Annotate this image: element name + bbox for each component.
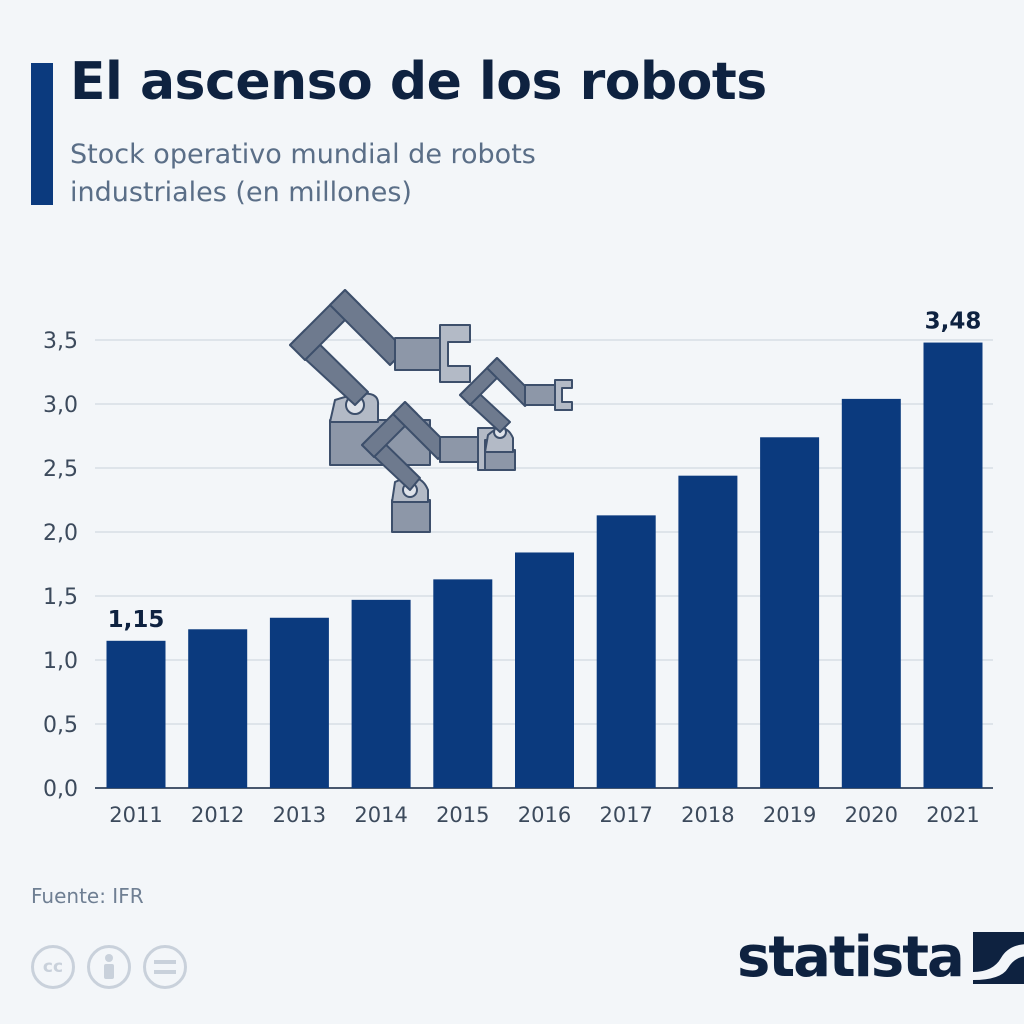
license-icons: cc <box>31 945 187 989</box>
y-tick-label: 3,5 <box>43 329 78 354</box>
data-labels: 1,15 3,48 <box>108 309 982 633</box>
x-tick-label: 2012 <box>191 803 244 827</box>
statista-brand[interactable]: statista <box>737 930 1024 986</box>
robot-arms-illustration-icon <box>289 289 573 533</box>
chart-title: El ascenso de los robots <box>70 52 767 112</box>
x-tick-label: 2021 <box>926 803 979 827</box>
bar-2021 <box>923 342 983 788</box>
bar-2014 <box>351 599 411 788</box>
y-tick-label: 2,0 <box>43 521 78 546</box>
y-tick-label: 1,0 <box>43 649 78 674</box>
attribution-icon[interactable] <box>87 945 131 989</box>
bar-2020 <box>841 398 901 788</box>
x-tick-label: 2019 <box>763 803 816 827</box>
chart-subtitle: Stock operativo mundial de robots indust… <box>70 139 536 208</box>
bar-2011 <box>106 640 166 788</box>
bar-2018 <box>678 475 738 788</box>
x-tick-label: 2015 <box>436 803 489 827</box>
y-tick-label: 0,5 <box>43 713 78 738</box>
x-axis-labels: 2011 2012 2013 2014 2015 2016 2017 2018 2019 2020… <box>109 803 979 827</box>
statista-logo-icon <box>972 932 1024 984</box>
source-note: Fuente: IFR <box>31 884 144 908</box>
x-tick-label: 2017 <box>599 803 652 827</box>
x-tick-label: 2013 <box>273 803 326 827</box>
brand-name: statista <box>737 925 965 990</box>
data-label: 1,15 <box>108 607 165 633</box>
data-label: 3,48 <box>925 309 982 335</box>
y-tick-label: 2,5 <box>43 457 78 482</box>
bar-2016 <box>515 552 574 788</box>
y-tick-label: 1,5 <box>43 585 78 610</box>
x-tick-label: 2020 <box>845 803 898 827</box>
bar-2017 <box>596 515 656 788</box>
bars <box>106 342 983 788</box>
no-derivatives-icon[interactable] <box>143 945 187 989</box>
bar-2015 <box>433 579 493 788</box>
cc-icon[interactable]: cc <box>31 945 75 989</box>
bar-2019 <box>760 437 820 788</box>
x-tick-label: 2011 <box>109 803 162 827</box>
y-tick-label: 3,0 <box>43 393 78 418</box>
x-tick-label: 2014 <box>354 803 407 827</box>
title-accent-bar <box>31 63 53 205</box>
x-tick-label: 2018 <box>681 803 734 827</box>
y-axis-ticks: 0,0 0,5 1,0 1,5 2,0 2,5 3,0 3,5 <box>43 329 78 802</box>
x-tick-label: 2016 <box>518 803 571 827</box>
y-tick-label: 0,0 <box>43 777 78 802</box>
bar-2013 <box>269 617 329 788</box>
bar-2012 <box>188 629 248 788</box>
